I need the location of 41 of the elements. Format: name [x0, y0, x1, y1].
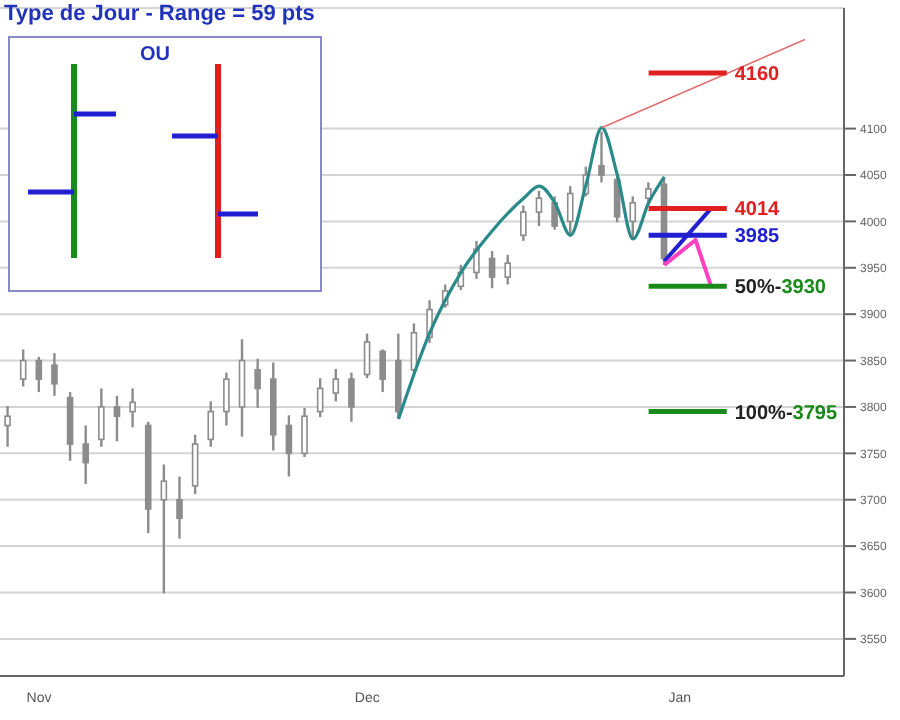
candlestick	[285, 414, 293, 478]
candlestick	[176, 475, 183, 540]
ref-line-label: 4160	[734, 63, 781, 86]
candlestick	[363, 332, 371, 380]
annotation: OU	[140, 44, 170, 66]
candlestick	[191, 433, 199, 496]
line-series	[396, 126, 666, 421]
candlestick	[379, 348, 386, 394]
candlestick	[98, 387, 105, 449]
candlestick	[35, 355, 43, 394]
candlestick	[598, 130, 605, 184]
ref-line-label: 4014	[734, 199, 781, 222]
candlestick	[66, 390, 74, 462]
candlestick	[504, 253, 512, 286]
ref-line-label: 3930	[781, 277, 827, 300]
candlestick	[113, 394, 121, 443]
candlestick	[238, 338, 246, 438]
candlestick	[645, 181, 652, 207]
candlestick	[473, 239, 480, 281]
candlestick	[160, 463, 168, 595]
candlestick	[551, 195, 558, 231]
chart-title: Type de Jour - Range = 59 pts	[4, 2, 315, 26]
candlestick	[301, 406, 308, 459]
candlestick	[629, 195, 637, 241]
candlestick	[82, 424, 90, 486]
candlestick	[223, 371, 230, 427]
annotation: 50%-	[734, 277, 782, 300]
candlestick	[19, 348, 27, 388]
ref-line-label: 3985	[734, 226, 781, 249]
candlestick	[51, 351, 58, 398]
candlestick	[566, 184, 574, 237]
annotation: 100%-	[734, 402, 793, 425]
candlestick	[332, 367, 340, 403]
candlestick	[488, 249, 496, 290]
candlestick	[254, 357, 261, 410]
candlestick	[348, 371, 355, 423]
ref-line-label: 3795	[792, 402, 838, 425]
candlestick	[129, 387, 136, 429]
candlestick	[520, 204, 527, 243]
candlestick	[535, 189, 543, 228]
candlestick	[207, 400, 215, 449]
